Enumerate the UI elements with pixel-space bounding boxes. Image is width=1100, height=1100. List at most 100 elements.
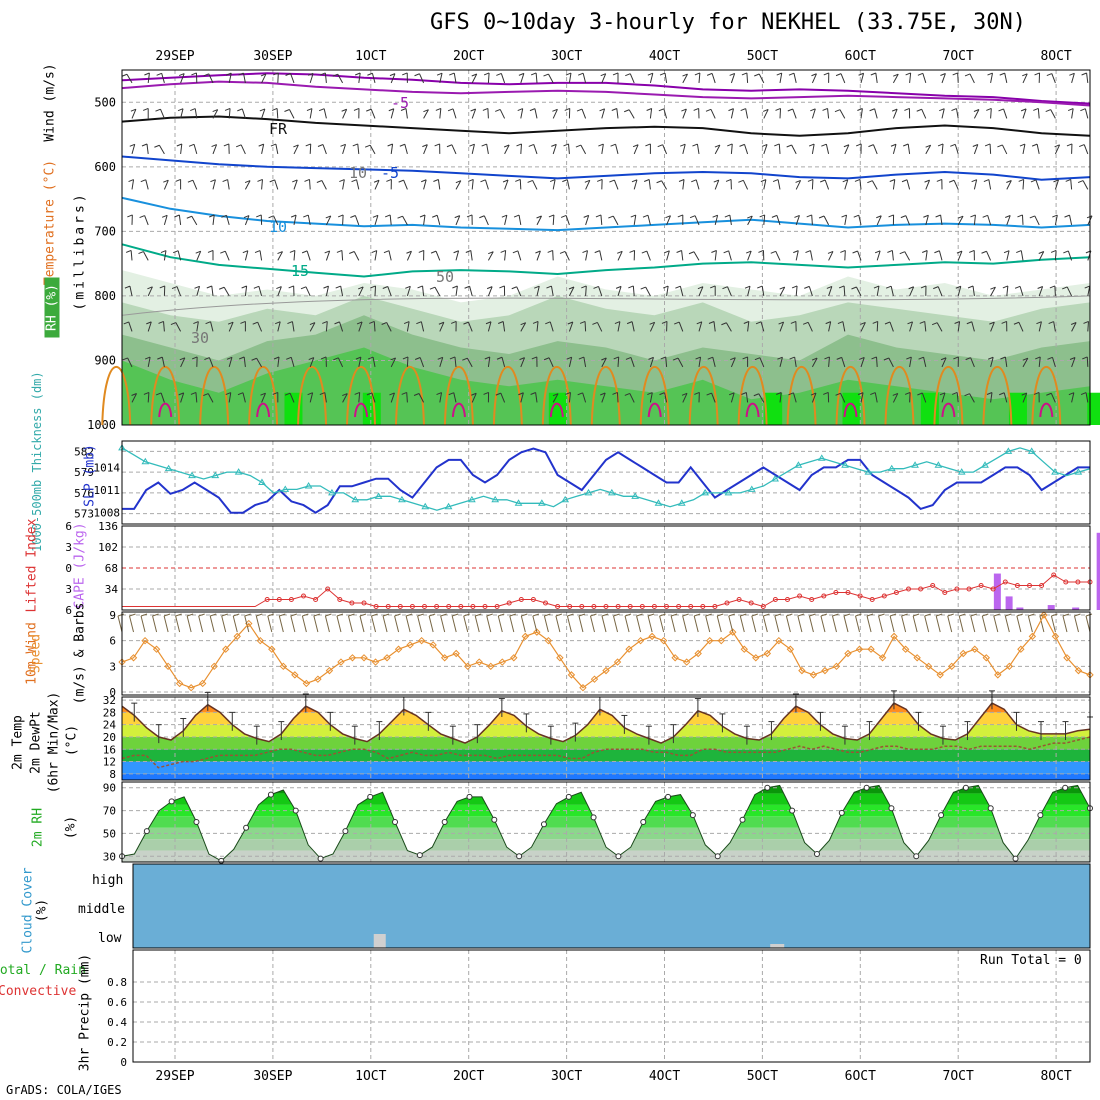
wind-barb: [1050, 109, 1056, 119]
wind-barb: [520, 322, 527, 332]
wind-barb-flag: [689, 215, 696, 219]
wind-barb: [439, 392, 443, 403]
wind-barb: [207, 393, 214, 403]
wind-barb: [467, 321, 473, 332]
wind-barb-flag: [1018, 178, 1024, 182]
wind-barb: [744, 144, 749, 155]
wind-barb: [1086, 356, 1089, 367]
wind-barb-flag: [435, 107, 442, 111]
wind-barb-flag: [693, 107, 699, 111]
wind-barb: [277, 72, 279, 83]
wind-barb-10m: [497, 615, 503, 633]
panel-frame: [121, 440, 1091, 525]
wind-barb: [874, 392, 878, 403]
wind-barb-flag: [372, 214, 379, 218]
wind-barb: [694, 215, 700, 226]
wind-barb-flag: [194, 285, 200, 289]
wind-barb-flag: [1079, 144, 1085, 148]
wind-barb-flag: [643, 179, 650, 182]
wind-barb-flag: [697, 286, 704, 290]
wind-barb: [795, 285, 798, 296]
wind-barb-flag: [873, 285, 880, 289]
wind-barb: [131, 109, 137, 119]
wind-barb-flag: [332, 73, 338, 77]
temperature-line: [121, 702, 1091, 744]
wind-speed-marker: [625, 645, 633, 653]
wind-barb-flag: [696, 321, 702, 325]
wind-barb-flag: [821, 143, 827, 147]
y-tick-li: 6: [65, 520, 72, 533]
wind-barb-flag: [835, 392, 841, 396]
wind-barb: [305, 286, 311, 297]
y-tick-wind: 9: [109, 609, 116, 622]
wind-barb-flag: [124, 285, 131, 289]
wind-barb-flag: [129, 143, 135, 147]
wind-barb: [228, 108, 231, 119]
wind-barb-flag: [1029, 215, 1036, 219]
wind-barb: [353, 251, 360, 261]
wind-barb: [682, 144, 686, 155]
isotherm-line: [121, 243, 1091, 278]
wind-barb: [649, 73, 654, 84]
wind-barb-flag: [305, 143, 311, 147]
wind-barb: [225, 215, 230, 226]
wind-barb-flag: [788, 72, 795, 76]
wind-barb-flag: [728, 108, 734, 112]
wind-barb: [1054, 214, 1058, 226]
wind-barb: [612, 215, 619, 226]
wind-barb-flag: [951, 108, 957, 112]
wind-barb-flag: [259, 108, 266, 112]
wind-barb-10m-flag: [440, 613, 447, 617]
wind-barb-flag: [384, 214, 391, 218]
wind-barb-flag: [739, 143, 745, 147]
cloud-level-middle: middle: [78, 902, 125, 917]
wind-barb: [776, 215, 781, 226]
wind-barb-flag: [997, 144, 1003, 148]
wind-barb-flag: [206, 285, 212, 289]
y-tick-temp: 8: [109, 768, 116, 781]
wind-barb: [340, 285, 344, 297]
wind-barb-flag: [649, 321, 655, 325]
wind-barb: [290, 73, 295, 84]
wind-barb: [176, 286, 182, 297]
wind-barb-flag: [692, 143, 698, 147]
wind-barb: [471, 393, 477, 403]
wind-barb: [615, 144, 619, 155]
wind-barb: [535, 72, 538, 83]
wind-barb-10m-flag: [256, 613, 263, 617]
wind-barb-10m-flag: [740, 613, 747, 617]
wind-barb: [261, 144, 265, 155]
wind-barb-flag: [840, 249, 846, 253]
wind-barb-flag: [552, 108, 558, 112]
wind-barb: [629, 73, 635, 84]
wind-barb: [374, 180, 380, 190]
rh-marker: [342, 828, 349, 835]
wind-barb-10m: [1050, 615, 1056, 633]
wind-barb: [180, 108, 184, 119]
wind-barb-flag: [787, 108, 793, 112]
wind-barb-flag: [211, 144, 217, 148]
wind-barb-flag: [449, 72, 455, 76]
wind-barb-flag: [965, 357, 971, 361]
wind-barb: [971, 321, 975, 332]
wind-barb: [324, 392, 327, 403]
wind-barb-flag: [496, 356, 503, 360]
wind-barb-10m: [209, 615, 215, 633]
wind-barb: [212, 144, 218, 155]
wind-barb: [244, 250, 249, 261]
wind-barb-flag: [241, 285, 247, 289]
cloud-fill: [133, 864, 1090, 948]
wind-barb-flag: [237, 108, 243, 112]
wind-barb: [552, 393, 559, 403]
wind-speed-marker: [325, 666, 334, 675]
wind-barb-flag: [762, 108, 769, 112]
rh-marker: [962, 784, 969, 791]
wind-barb-flag: [188, 143, 195, 147]
wind-barb: [747, 286, 751, 297]
wind-barb-flag: [793, 250, 799, 254]
wind-barb: [844, 250, 846, 261]
wind-barb-10m-flag: [959, 613, 966, 617]
wind-barb: [810, 250, 813, 261]
wind-barb-flag: [1022, 357, 1029, 361]
wind-barb-flag: [956, 250, 963, 254]
